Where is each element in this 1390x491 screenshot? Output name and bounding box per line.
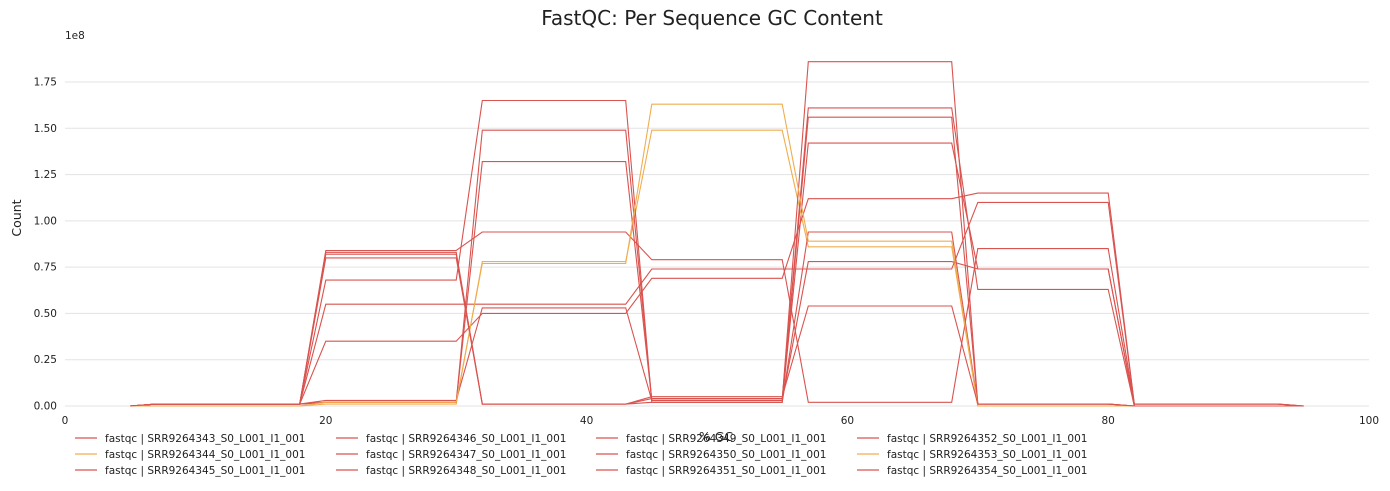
series-line [130, 253, 1304, 407]
legend-label: fastqc | SRR9264344_S0_L001_I1_001 [105, 449, 305, 461]
y-tick-label: 1.75 [34, 77, 57, 89]
y-tick-label: 0.50 [34, 308, 57, 320]
series-lines [130, 61, 1304, 407]
x-tick-label: 0 [62, 415, 69, 427]
legend-label: fastqc | SRR9264349_S0_L001_I1_001 [626, 433, 826, 445]
legend-item: fastqc | SRR9264350_S0_L001_I1_001 [596, 449, 826, 461]
x-tick-label: 40 [580, 415, 593, 427]
x-tick-label: 80 [1102, 415, 1115, 427]
legend-item: fastqc | SRR9264345_S0_L001_I1_001 [75, 465, 305, 477]
y-tick-label: 1.50 [34, 123, 57, 135]
legend-label: fastqc | SRR9264352_S0_L001_I1_001 [887, 433, 1087, 445]
legend-item: fastqc | SRR9264348_S0_L001_I1_001 [336, 465, 566, 477]
legend-item: fastqc | SRR9264343_S0_L001_I1_001 [75, 433, 305, 445]
legend-label: fastqc | SRR9264351_S0_L001_I1_001 [626, 465, 826, 477]
legend-label: fastqc | SRR9264354_S0_L001_I1_001 [887, 465, 1087, 477]
legend-label: fastqc | SRR9264350_S0_L001_I1_001 [626, 449, 826, 461]
legend-label: fastqc | SRR9264343_S0_L001_I1_001 [105, 433, 305, 445]
legend-label: fastqc | SRR9264345_S0_L001_I1_001 [105, 465, 305, 477]
x-axis-label: % GC [699, 429, 734, 444]
x-tick-labels: 0 20 40 60 80 100 [62, 415, 1379, 427]
series-line [130, 192, 1304, 407]
y-tick-label: 0.75 [34, 262, 57, 274]
legend-item: fastqc | SRR9264347_S0_L001_I1_001 [336, 449, 566, 461]
legend-item: fastqc | SRR9264346_S0_L001_I1_001 [336, 433, 566, 445]
series-line [130, 103, 1304, 407]
legend-item: fastqc | SRR9264353_S0_L001_I1_001 [857, 449, 1087, 461]
legend-label: fastqc | SRR9264348_S0_L001_I1_001 [366, 465, 566, 477]
legend-item: fastqc | SRR9264349_S0_L001_I1_001 [596, 433, 826, 445]
chart-title: FastQC: Per Sequence GC Content [541, 6, 883, 30]
x-tick-label: 20 [319, 415, 332, 427]
legend-label: fastqc | SRR9264347_S0_L001_I1_001 [366, 449, 566, 461]
y-tick-label: 0.25 [34, 354, 57, 366]
legend-item: fastqc | SRR9264344_S0_L001_I1_001 [75, 449, 305, 461]
legend: fastqc | SRR9264343_S0_L001_I1_001fastqc… [75, 433, 1087, 477]
y-axis-label: Count [9, 199, 24, 236]
y-multiplier-label: 1e8 [65, 30, 85, 42]
y-tick-label: 1.00 [34, 215, 57, 227]
x-tick-label: 100 [1359, 415, 1379, 427]
legend-item: fastqc | SRR9264352_S0_L001_I1_001 [857, 433, 1087, 445]
y-tick-label: 0.00 [34, 401, 57, 413]
legend-label: fastqc | SRR9264346_S0_L001_I1_001 [366, 433, 566, 445]
legend-label: fastqc | SRR9264353_S0_L001_I1_001 [887, 449, 1087, 461]
series-line [130, 201, 1304, 407]
legend-item: fastqc | SRR9264351_S0_L001_I1_001 [596, 465, 826, 477]
y-tick-labels: 0.00 0.25 0.50 0.75 1.00 1.25 1.50 1.75 [34, 77, 57, 413]
y-tick-label: 1.25 [34, 169, 57, 181]
series-line [130, 261, 1304, 407]
x-tick-label: 60 [841, 415, 854, 427]
series-line [130, 107, 1304, 407]
legend-item: fastqc | SRR9264354_S0_L001_I1_001 [857, 465, 1087, 477]
y-gridlines [65, 81, 1369, 407]
